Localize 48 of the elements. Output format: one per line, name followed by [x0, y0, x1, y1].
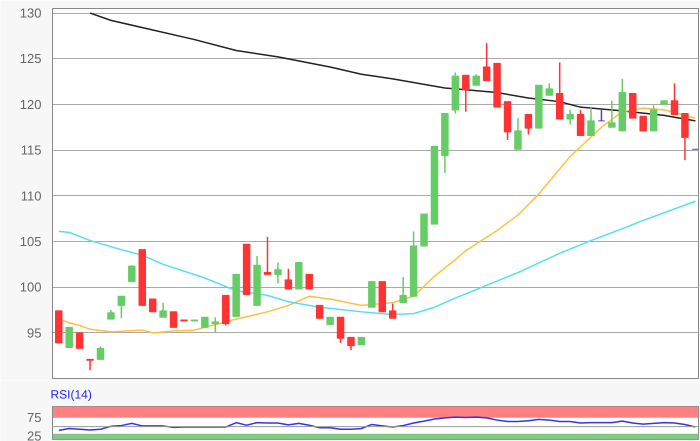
candlestick [336, 316, 344, 344]
candlestick [472, 74, 480, 86]
candlestick [576, 109, 584, 136]
candlestick [482, 42, 490, 82]
y-tick-label: 125 [20, 51, 42, 66]
candlestick [76, 332, 84, 349]
candlestick [212, 316, 220, 333]
candlestick [347, 336, 355, 351]
candlestick [128, 264, 136, 282]
candlestick [608, 100, 616, 128]
candlestick [264, 236, 272, 276]
candlestick [170, 311, 178, 328]
chart-title: RSI(14) [50, 388, 92, 402]
candlestick [284, 268, 292, 290]
line-series [58, 416, 696, 432]
candlestick [524, 114, 532, 136]
candlestick [159, 302, 167, 318]
y-tick-label: 115 [20, 142, 42, 158]
line-series [89, 12, 696, 122]
candlestick [546, 82, 553, 96]
candlestick [650, 104, 658, 132]
candlestick [598, 109, 606, 122]
y-tick-label: 120 [20, 96, 42, 112]
candlestick [681, 112, 689, 161]
candlestick [566, 109, 574, 126]
candlestick [201, 316, 209, 328]
candlestick [148, 298, 156, 312]
candlestick [107, 309, 115, 320]
y-tick-label: 25 [27, 428, 42, 441]
candlestick [670, 82, 678, 116]
y-tick-label: 110 [20, 188, 42, 204]
y-tick-label: 105 [20, 234, 42, 249]
candlestick [96, 346, 104, 360]
candlestick [316, 304, 324, 320]
candlestick [65, 326, 73, 348]
candlestick [388, 302, 396, 319]
y-tick-label: 100 [20, 280, 42, 295]
candlestick [399, 276, 407, 304]
y-tick-label: 130 [20, 6, 42, 21]
candlestick [462, 74, 470, 112]
candlestick [514, 117, 522, 150]
candlestick [587, 106, 595, 136]
candlestick [274, 262, 282, 284]
y-tick-label: 95 [27, 325, 42, 340]
y-tick-label: 75 [27, 410, 42, 425]
candlestick [305, 274, 313, 290]
candlestick [639, 116, 647, 132]
candlestick [118, 296, 126, 319]
